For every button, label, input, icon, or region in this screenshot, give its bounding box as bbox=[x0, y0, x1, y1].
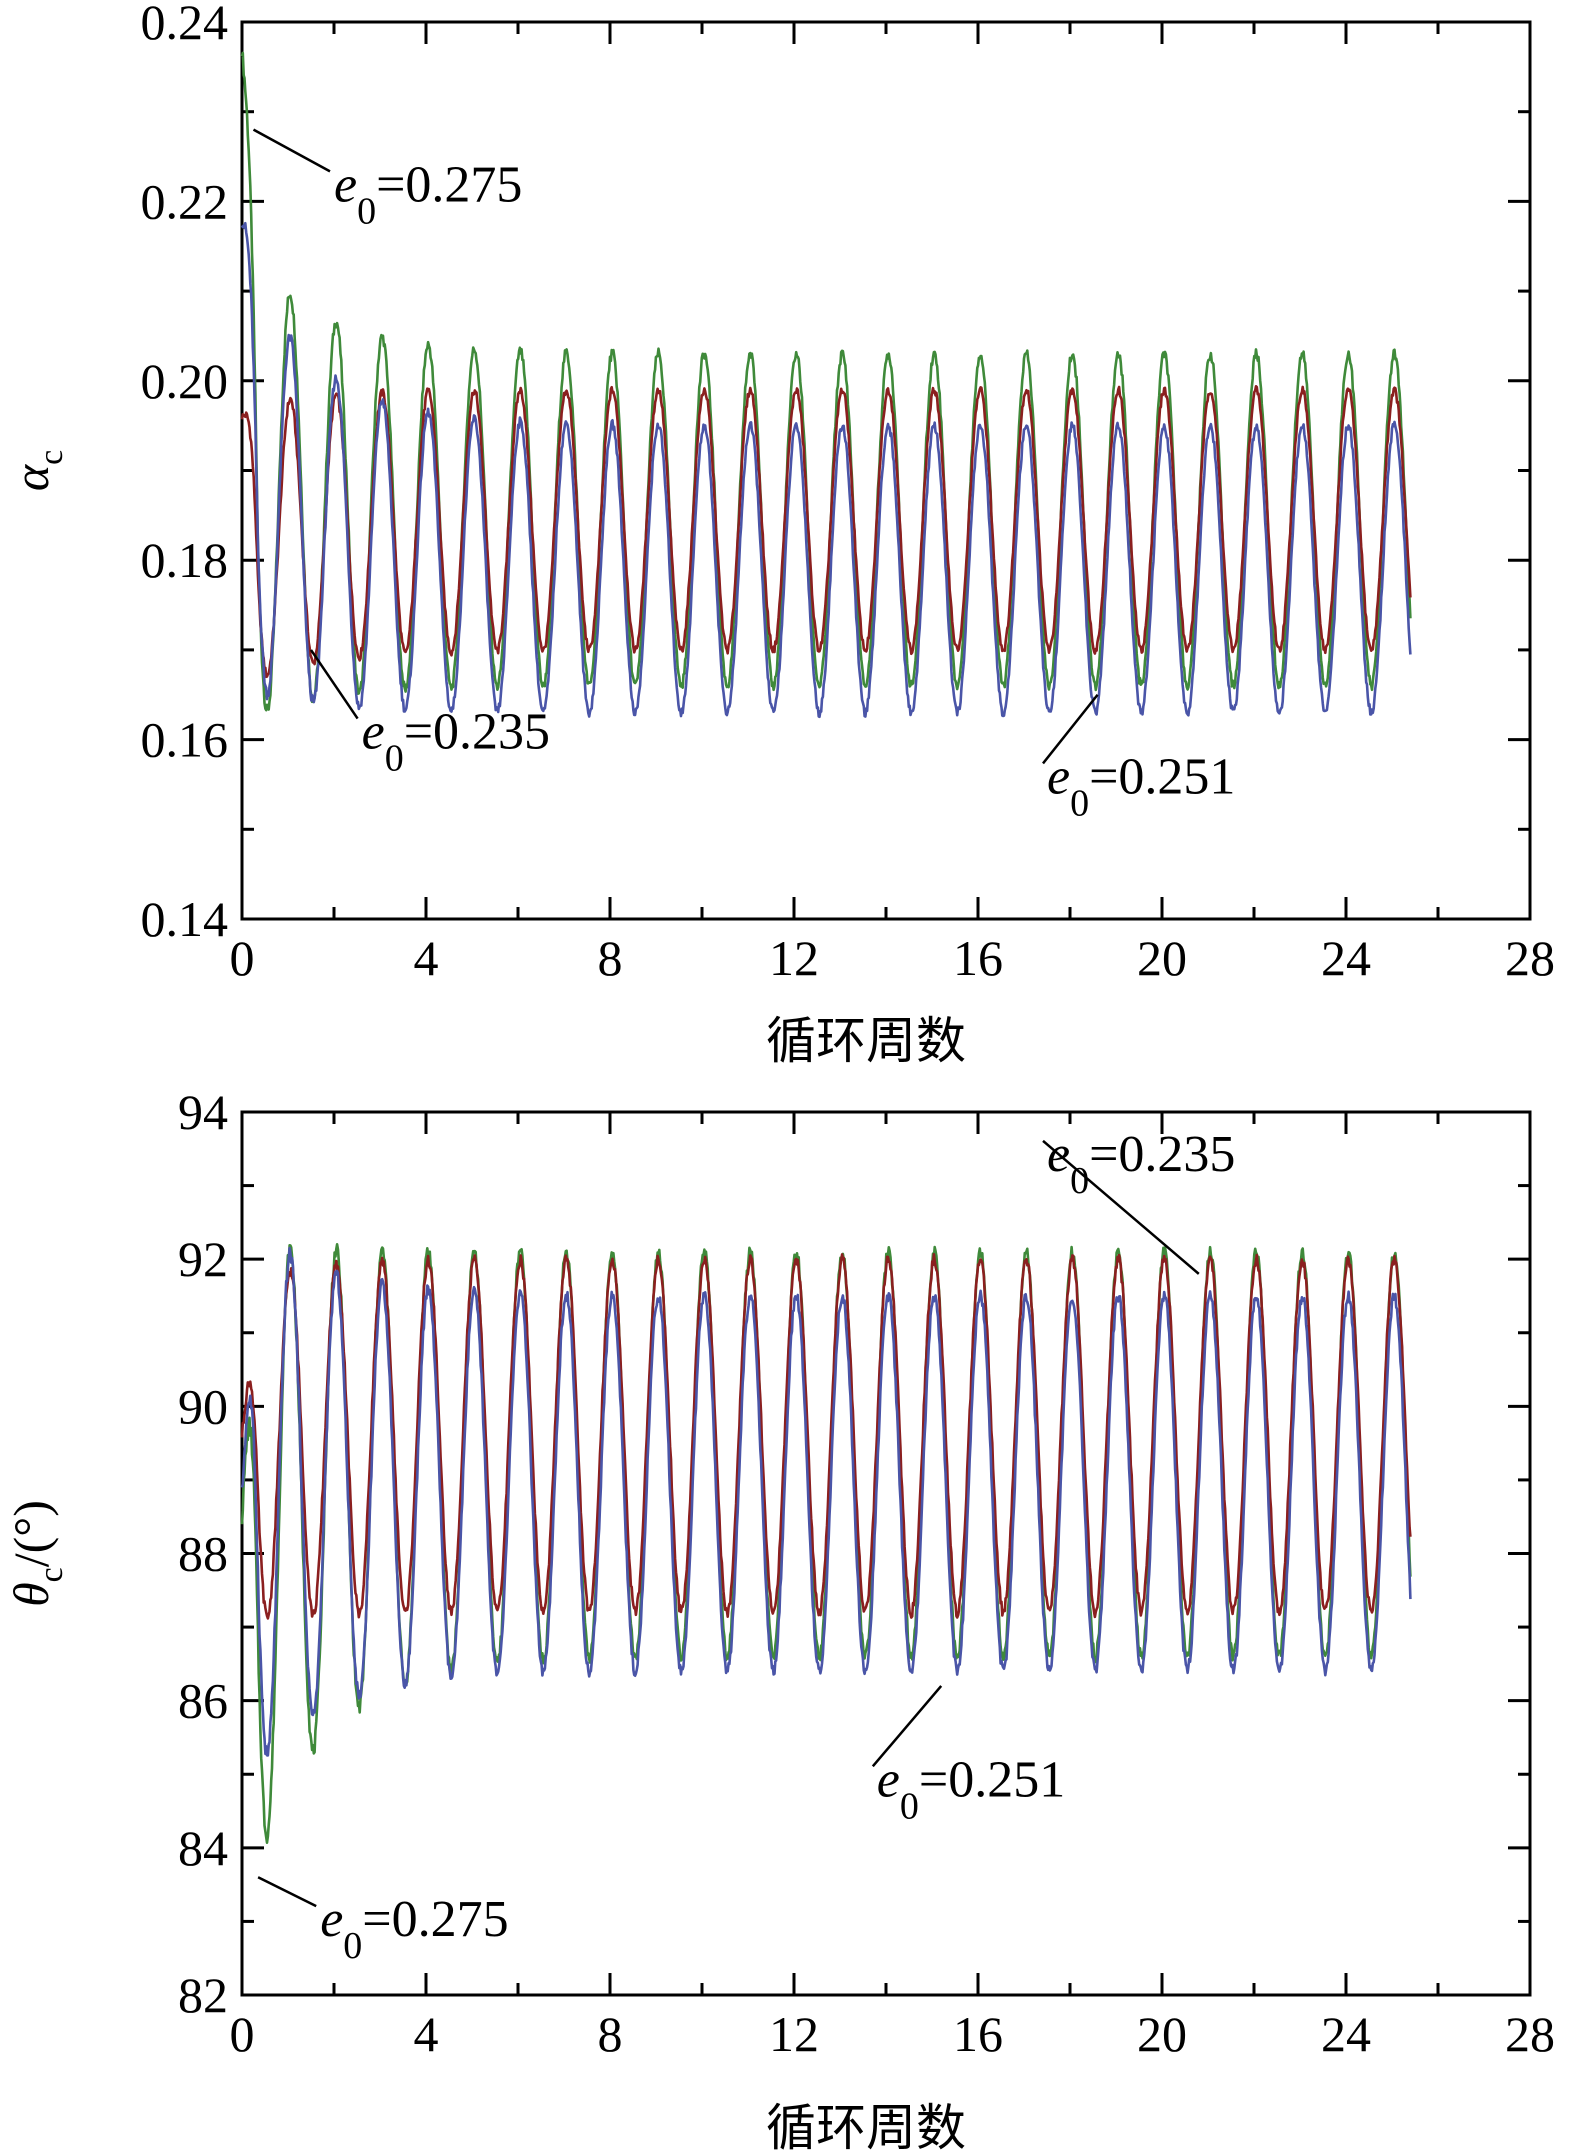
annotation-subscript: 0 bbox=[900, 1785, 919, 1827]
annotation-value: =0.251 bbox=[1089, 748, 1235, 805]
x-tick-label: 20 bbox=[1137, 2006, 1187, 2062]
y-tick-label: 0.14 bbox=[141, 891, 229, 947]
y-axis-symbol: α bbox=[3, 463, 59, 491]
annotation-leader bbox=[1042, 693, 1099, 765]
chart-panel-alpha: 0 4 8 12 16 20 24 28 0.14 0.16 0.18 0.20 0.22 0.24 循环周… bbox=[3, 0, 1555, 1069]
annotation-label: e0=0.235 bbox=[362, 704, 550, 780]
x-tick-label: 12 bbox=[769, 2006, 819, 2062]
x-tick-label: 4 bbox=[414, 930, 439, 986]
annotation-subscript: 0 bbox=[343, 1925, 362, 1967]
annotation-value: =0.235 bbox=[1089, 1126, 1235, 1183]
annotation-symbol: e bbox=[334, 156, 357, 213]
plot-frame bbox=[240, 1110, 1532, 1997]
x-tick-label: 28 bbox=[1505, 930, 1555, 986]
series-line-e0=0.235 bbox=[240, 384, 1412, 679]
series-line-e0=0.275 bbox=[240, 51, 1412, 712]
x-tick-label: 20 bbox=[1137, 930, 1187, 986]
annotation-symbol: e bbox=[1047, 1126, 1070, 1183]
annotation-leader bbox=[257, 1876, 317, 1908]
x-tick-label: 24 bbox=[1321, 2006, 1371, 2062]
y-axis-unit: /(°) bbox=[3, 1500, 59, 1567]
annotation-value: =0.275 bbox=[376, 156, 522, 213]
annotation-label: e0=0.251 bbox=[1047, 748, 1235, 824]
x-tick-label: 0 bbox=[230, 2006, 255, 2062]
series-line-e0=0.251 bbox=[240, 1246, 1412, 1757]
annotation-leader bbox=[252, 128, 331, 173]
annotation-subscript: 0 bbox=[357, 190, 376, 232]
x-axis-title: 循环周数 bbox=[766, 2100, 966, 2152]
y-axis-title: αc bbox=[3, 450, 70, 491]
annotation-leader bbox=[309, 649, 359, 720]
x-tick-label: 16 bbox=[953, 2006, 1003, 2062]
y-tick-label: 92 bbox=[178, 1231, 228, 1287]
x-tick-label: 16 bbox=[953, 930, 1003, 986]
y-tick-label: 0.18 bbox=[141, 532, 229, 588]
y-axis-subscript: c bbox=[33, 1567, 70, 1582]
y-tick-label: 0.20 bbox=[141, 353, 229, 409]
x-tick-label: 8 bbox=[598, 2006, 623, 2062]
x-axis-title: 循环周数 bbox=[766, 1013, 966, 1069]
y-axis-symbol: θ bbox=[3, 1582, 59, 1607]
series-line-e0=0.251 bbox=[240, 221, 1412, 719]
y-tick-label: 84 bbox=[178, 1820, 228, 1876]
y-tick-label: 0.24 bbox=[141, 0, 229, 50]
annotation-label: e0=0.235 bbox=[1047, 1126, 1235, 1202]
annotation-symbol: e bbox=[362, 704, 385, 761]
annotation-label: e0=0.251 bbox=[877, 1751, 1065, 1827]
series-line-e0=0.235 bbox=[240, 1253, 1412, 1620]
annotation-subscript: 0 bbox=[1070, 1160, 1089, 1202]
y-tick-label: 94 bbox=[178, 1084, 228, 1140]
annotation-leader bbox=[871, 1685, 943, 1768]
annotation-value: =0.235 bbox=[404, 704, 550, 761]
annotation-subscript: 0 bbox=[1070, 782, 1089, 824]
annotation-value: =0.251 bbox=[919, 1751, 1065, 1808]
annotation-symbol: e bbox=[320, 1891, 343, 1948]
y-tick-label: 88 bbox=[178, 1526, 228, 1582]
y-tick-label: 90 bbox=[178, 1378, 228, 1434]
y-tick-label: 82 bbox=[178, 1967, 228, 2023]
y-tick-label: 0.16 bbox=[141, 712, 229, 768]
annotation-symbol: e bbox=[877, 1751, 900, 1808]
annotation-label: e0=0.275 bbox=[334, 156, 522, 232]
y-axis-subscript: c bbox=[33, 450, 70, 465]
x-tick-label: 0 bbox=[230, 930, 255, 986]
y-axis-title: θc/(°) bbox=[3, 1500, 70, 1607]
x-tick-label: 12 bbox=[769, 930, 819, 986]
x-tick-label: 28 bbox=[1505, 2006, 1555, 2062]
annotation-label: e0=0.275 bbox=[320, 1891, 508, 1967]
chart-panel-theta: 0 4 8 12 16 20 24 2882848688909294循环周数θc/(°)e0=… bbox=[3, 1084, 1555, 2152]
x-tick-label: 8 bbox=[598, 930, 623, 986]
y-tick-label: 86 bbox=[178, 1673, 228, 1729]
x-tick-label: 24 bbox=[1321, 930, 1371, 986]
y-tick-label: 0.22 bbox=[141, 173, 229, 229]
x-tick-label: 4 bbox=[414, 2006, 439, 2062]
annotation-value: =0.275 bbox=[362, 1891, 508, 1948]
annotation-leader bbox=[1042, 1139, 1200, 1275]
annotation-subscript: 0 bbox=[385, 738, 404, 780]
annotation-symbol: e bbox=[1047, 748, 1070, 805]
